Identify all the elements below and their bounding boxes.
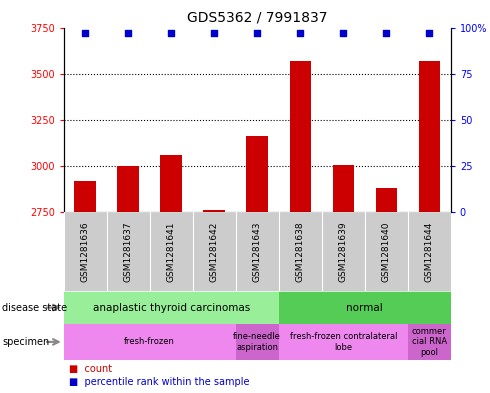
Bar: [246, 136, 268, 212]
Bar: [375, 188, 397, 212]
Point: [382, 30, 390, 36]
Text: GSM1281640: GSM1281640: [382, 221, 391, 282]
Bar: [365, 212, 408, 291]
Bar: [161, 155, 182, 212]
Bar: [236, 324, 279, 360]
Text: ■  count: ■ count: [69, 364, 112, 373]
Point: [210, 30, 218, 36]
Point: [81, 30, 89, 36]
Text: disease state: disease state: [2, 303, 68, 312]
Bar: [279, 291, 451, 324]
Text: GSM1281639: GSM1281639: [339, 221, 348, 282]
Bar: [236, 212, 279, 291]
Bar: [290, 61, 311, 212]
Bar: [279, 324, 408, 360]
Point: [124, 30, 132, 36]
Bar: [64, 324, 236, 360]
Text: GSM1281641: GSM1281641: [167, 221, 176, 282]
Text: GSM1281636: GSM1281636: [81, 221, 90, 282]
Bar: [203, 210, 225, 212]
Bar: [408, 212, 451, 291]
Text: commer
cial RNA
pool: commer cial RNA pool: [412, 327, 447, 357]
Bar: [193, 212, 236, 291]
Text: anaplastic thyroid carcinomas: anaplastic thyroid carcinomas: [93, 303, 250, 312]
Point: [167, 30, 175, 36]
Text: normal: normal: [346, 303, 383, 312]
Bar: [64, 291, 279, 324]
Bar: [118, 166, 139, 212]
Text: fresh-frozen contralateral
lobe: fresh-frozen contralateral lobe: [290, 332, 397, 352]
Text: GSM1281644: GSM1281644: [425, 221, 434, 282]
Text: GSM1281643: GSM1281643: [253, 221, 262, 282]
Title: GDS5362 / 7991837: GDS5362 / 7991837: [187, 11, 327, 25]
Bar: [150, 212, 193, 291]
Point: [296, 30, 304, 36]
Bar: [418, 61, 440, 212]
Text: specimen: specimen: [2, 337, 49, 347]
Text: GSM1281638: GSM1281638: [296, 221, 305, 282]
Text: GSM1281637: GSM1281637: [123, 221, 133, 282]
Point: [253, 30, 261, 36]
Text: fine-needle
aspiration: fine-needle aspiration: [233, 332, 281, 352]
Bar: [107, 212, 150, 291]
Point: [425, 30, 433, 36]
Bar: [64, 212, 107, 291]
Bar: [322, 212, 365, 291]
Bar: [74, 181, 96, 212]
Text: GSM1281642: GSM1281642: [210, 221, 219, 282]
Text: fresh-frozen: fresh-frozen: [124, 338, 175, 346]
Bar: [279, 212, 322, 291]
Bar: [333, 165, 354, 212]
Bar: [408, 324, 451, 360]
Point: [340, 30, 347, 36]
Text: ■  percentile rank within the sample: ■ percentile rank within the sample: [69, 377, 249, 387]
